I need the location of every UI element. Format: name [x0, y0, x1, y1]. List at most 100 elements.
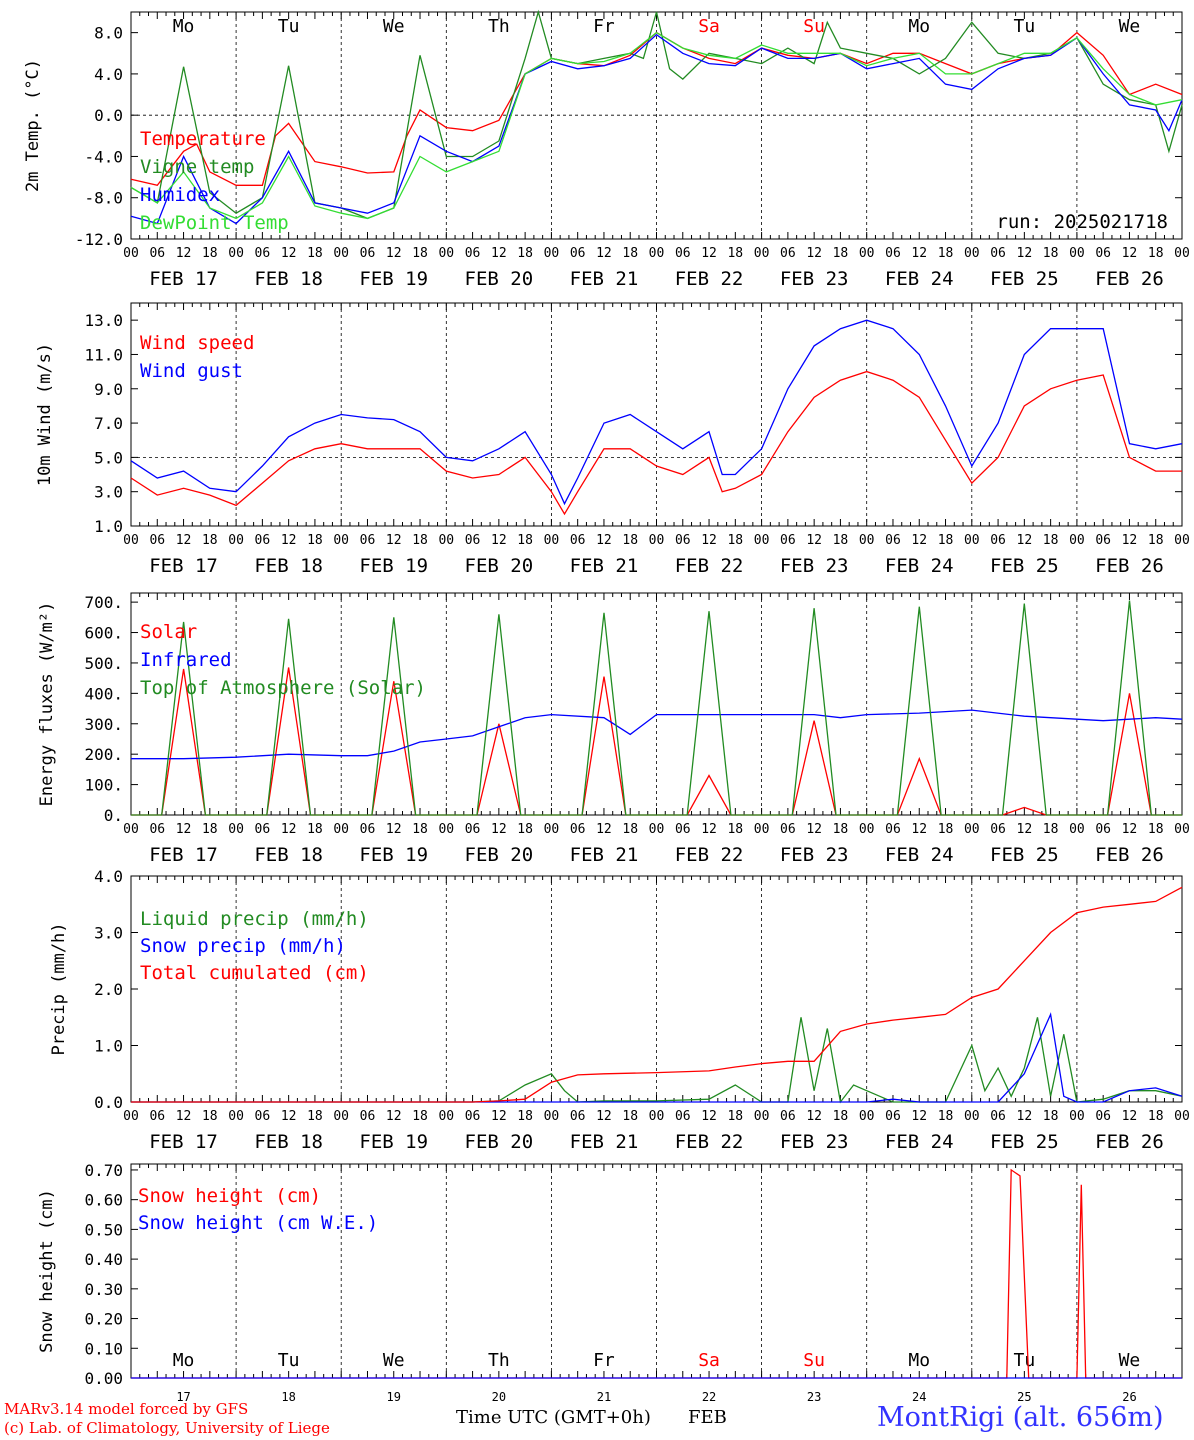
hour-tick-label: 18 — [938, 1109, 954, 1124]
hour-tick-label: 00 — [754, 246, 770, 261]
y-axis-title: 2m Temp. (°C) — [23, 59, 43, 192]
y-tick-label: 9.0 — [94, 380, 123, 399]
hour-tick-label: 12 — [491, 822, 507, 837]
date-label: FEB 22 — [675, 268, 744, 290]
y-tick-label: 700. — [84, 593, 123, 612]
weekday-label: Tu — [1014, 1350, 1036, 1371]
hour-tick-label: 00 — [754, 822, 770, 837]
date-label: FEB 19 — [359, 268, 428, 290]
date-label: FEB 26 — [1095, 844, 1164, 866]
hour-tick-label: 18 — [833, 533, 849, 548]
hour-tick-label: 06 — [675, 246, 691, 261]
hour-tick-label: 06 — [465, 822, 481, 837]
date-label: FEB 22 — [675, 555, 744, 577]
hour-tick-label: 18 — [307, 1109, 323, 1124]
y-tick-label: 200. — [84, 745, 123, 764]
hour-tick-label: 00 — [333, 822, 349, 837]
hour-tick-label: 00 — [228, 1109, 244, 1124]
date-label: FEB 19 — [359, 844, 428, 866]
hour-tick-label: 00 — [123, 246, 139, 261]
hour-tick-label: 06 — [990, 1109, 1006, 1124]
hour-tick-label: 12 — [911, 822, 927, 837]
series-line-dewpoint-temp — [130, 31, 1183, 220]
y-tick-label: -4.0 — [84, 147, 123, 166]
date-label: FEB 23 — [780, 555, 849, 577]
hour-tick-label: 00 — [1174, 246, 1190, 261]
hour-tick-label: 12 — [491, 246, 507, 261]
hour-tick-label: 06 — [780, 246, 796, 261]
hour-tick-label: 18 — [517, 246, 533, 261]
y-tick-label: 4.0 — [94, 867, 123, 886]
hour-tick-label: 12 — [1017, 1109, 1033, 1124]
hour-tick-label: 18 — [1043, 246, 1059, 261]
y-tick-label: 400. — [84, 684, 123, 703]
date-label: FEB 18 — [254, 555, 323, 577]
weekday-label: Tu — [1014, 16, 1036, 37]
hour-tick-label: 12 — [176, 1109, 192, 1124]
y-tick-label: 100. — [84, 776, 123, 795]
date-label: FEB 19 — [359, 555, 428, 577]
hour-tick-label: 18 — [202, 822, 218, 837]
hour-tick-label: 06 — [360, 533, 376, 548]
hour-tick-label: 18 — [833, 246, 849, 261]
date-label: FEB 24 — [885, 268, 954, 290]
series-line-wind-speed — [130, 370, 1182, 516]
hour-tick-label: 18 — [307, 246, 323, 261]
hour-tick-label: 00 — [1069, 246, 1085, 261]
date-label: FEB 22 — [675, 1131, 744, 1153]
hour-tick-label: 18 — [307, 533, 323, 548]
hour-tick-label: 12 — [806, 246, 822, 261]
hour-tick-label: 12 — [386, 1109, 402, 1124]
hour-tick-label: 00 — [544, 246, 560, 261]
date-label: FEB 17 — [149, 844, 218, 866]
hour-tick-label: 12 — [806, 1109, 822, 1124]
hour-tick-label: 06 — [990, 246, 1006, 261]
series-line-humidex — [130, 33, 1183, 225]
date-label: FEB 21 — [570, 555, 639, 577]
hour-tick-label: 18 — [517, 1109, 533, 1124]
date-label: FEB 26 — [1095, 555, 1164, 577]
day-number-label: 25 — [1017, 1390, 1031, 1404]
hour-tick-label: 00 — [649, 533, 665, 548]
date-label: FEB 26 — [1095, 268, 1164, 290]
hour-tick-label: 06 — [675, 1109, 691, 1124]
hour-tick-label: 12 — [386, 822, 402, 837]
weekday-label: Mo — [908, 16, 930, 37]
y-tick-label: -12.0 — [75, 230, 123, 249]
y-tick-label: 7.0 — [94, 414, 123, 433]
y-tick-label: 0.00 — [84, 1369, 123, 1388]
panel-3: 700. 600. 500. 400. 300. 200. 100. 0. Energy flu… — [37, 592, 1190, 866]
hour-tick-label: 18 — [412, 1109, 428, 1124]
y-tick-label: 0.40 — [84, 1250, 123, 1269]
weekday-label: Th — [488, 16, 510, 37]
hour-tick-label: 12 — [806, 822, 822, 837]
hour-tick-label: 12 — [281, 533, 297, 548]
hour-tick-label: 00 — [123, 822, 139, 837]
hour-tick-label: 06 — [570, 533, 586, 548]
hour-tick-label: 06 — [255, 533, 271, 548]
date-label: FEB 17 — [149, 268, 218, 290]
hour-tick-label: 12 — [1017, 533, 1033, 548]
date-label: FEB 24 — [885, 555, 954, 577]
date-label: FEB 21 — [570, 268, 639, 290]
weekday-label: Sa — [698, 1350, 720, 1371]
series-line-liquid-precip-mm-h- — [131, 1017, 1183, 1104]
legend-entry: Wind speed — [140, 332, 254, 354]
weekday-label: Fr — [593, 16, 615, 37]
hour-tick-label: 18 — [833, 822, 849, 837]
date-label: FEB 25 — [990, 1131, 1059, 1153]
hour-tick-label: 18 — [412, 246, 428, 261]
y-axis-title: 10m Wind (m/s) — [35, 343, 55, 486]
panel-1: 8.0 4.0 0.0 -4.0 -8.0 -12.0 2m Temp. (°C) 00 06 1… — [23, 9, 1190, 290]
series-line-snow-precip-mm-h- — [131, 1012, 1183, 1103]
day-number-label: 18 — [281, 1390, 295, 1404]
hour-tick-label: 12 — [806, 533, 822, 548]
y-tick-label: 4.0 — [94, 65, 123, 84]
hour-tick-label: 00 — [1174, 533, 1190, 548]
hour-tick-label: 00 — [544, 533, 560, 548]
hour-tick-label: 06 — [360, 1109, 376, 1124]
date-label: FEB 24 — [885, 844, 954, 866]
hour-tick-label: 12 — [596, 246, 612, 261]
hour-tick-label: 06 — [255, 822, 271, 837]
hour-tick-label: 06 — [360, 822, 376, 837]
